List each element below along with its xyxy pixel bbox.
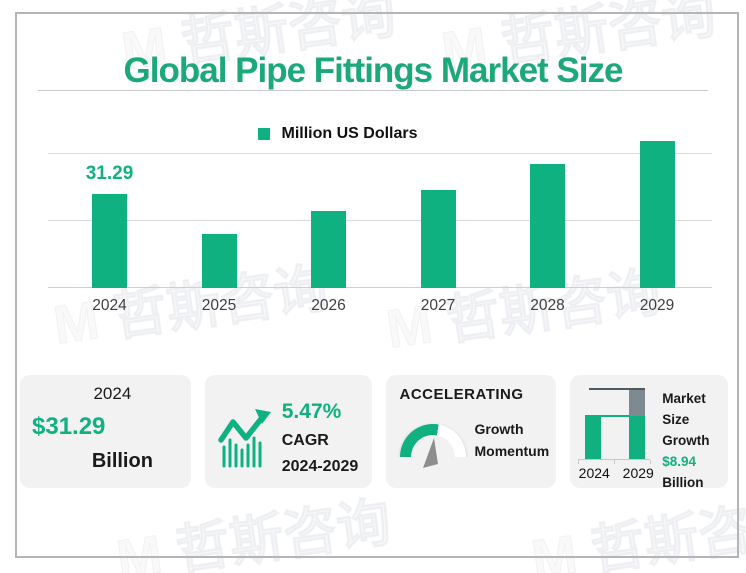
page-title: Global Pipe Fittings Market Size: [123, 51, 624, 91]
gridline: [48, 153, 712, 154]
mini-chart-axis: [578, 459, 651, 460]
mini-axis-tick: [650, 460, 652, 464]
mini-bar-chart-icon: 2024 2029: [577, 381, 657, 481]
x-axis-line: [48, 287, 712, 288]
mini-axis-tick: [614, 460, 616, 464]
card2-cagr-value: 5.47%: [281, 400, 342, 423]
x-axis-labels: 2024 2025 2026 2027 2028 2029: [48, 297, 712, 319]
card1-unit: Billion: [91, 450, 153, 472]
x-axis-label-2027: 2027: [420, 297, 456, 314]
title-divider: [38, 90, 708, 91]
x-axis-label-2026: 2026: [311, 297, 346, 314]
x-axis-label-2024: 2024: [92, 297, 127, 314]
bar-value-label-2024: 31.29: [85, 163, 134, 184]
gauge-icon: [395, 424, 470, 488]
mini-x-label-2029: 2029: [622, 465, 654, 481]
card3-label-line2: Momentum: [474, 442, 550, 459]
card-growth-momentum: ACCELERATING Growth Momentum: [385, 375, 557, 488]
mini-chart-top-line: [589, 388, 646, 390]
legend-swatch-icon: [258, 128, 271, 140]
bar-2028: [530, 164, 565, 288]
card-market-size-growth: 2024 2029 Market Size Growth $8.94 Billi…: [570, 375, 728, 488]
mini-chart-base-line: [585, 415, 646, 417]
mini-x-label-2024: 2024: [578, 465, 610, 481]
card2-period-label: 2024-2029: [281, 458, 359, 475]
gridline: [48, 220, 712, 221]
card-market-size-2024: 2024 $31.29 Billion: [20, 375, 191, 488]
bar-2029: [639, 141, 675, 288]
card1-value: $31.29: [32, 413, 106, 440]
card3-title: ACCELERATING: [399, 386, 524, 403]
legend-label: Million US Dollars: [281, 125, 418, 142]
mini-bar-2029-base: [629, 416, 646, 459]
mini-bar-2024: [585, 416, 602, 459]
card1-year: 2024: [93, 384, 132, 403]
card4-label-line2: Growth: [662, 432, 710, 448]
mini-bar-2029-growth: [629, 390, 646, 416]
chart-legend: Million US Dollars: [6, 125, 670, 143]
card4-label-line1: Market Size: [662, 391, 706, 427]
content-frame: [15, 12, 739, 558]
bar-2026: [311, 211, 346, 288]
bar-2025: [201, 234, 237, 288]
x-axis-label-2029: 2029: [639, 297, 675, 314]
card2-cagr-label: CAGR: [281, 432, 329, 449]
mini-axis-tick: [578, 460, 580, 464]
bar-2027: [420, 190, 456, 288]
stat-cards-row: 2024 $31.29 Billion: [20, 375, 728, 488]
card-cagr: 5.47% CAGR 2024-2029: [204, 375, 372, 488]
bar-2024: [92, 194, 127, 288]
trend-chart-arrow-icon: [217, 407, 273, 474]
card4-unit: Billion: [662, 474, 704, 488]
x-axis-label-2028: 2028: [530, 297, 565, 314]
x-axis-label-2025: 2025: [201, 297, 237, 314]
card4-growth-value: $8.94: [662, 453, 697, 469]
card3-label-line1: Growth: [474, 421, 524, 437]
bar-chart-plot: 31.29: [48, 135, 712, 288]
gauge-needle-icon: [422, 438, 438, 469]
